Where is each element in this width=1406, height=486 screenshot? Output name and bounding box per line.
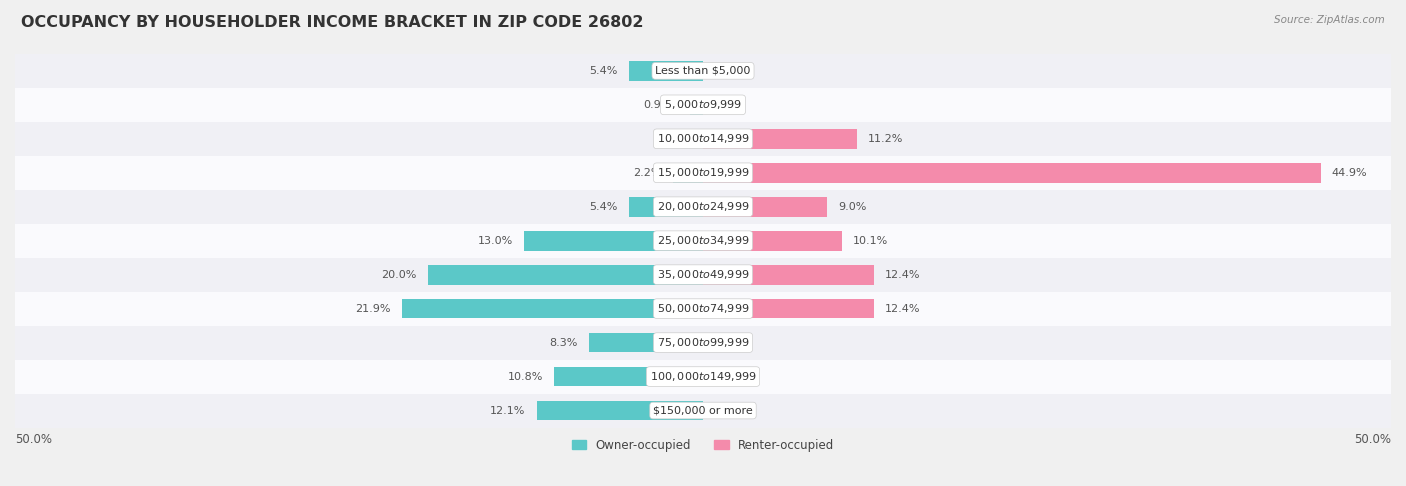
Text: 5.4%: 5.4% (589, 66, 617, 76)
Legend: Owner-occupied, Renter-occupied: Owner-occupied, Renter-occupied (572, 438, 834, 451)
Text: 0.95%: 0.95% (644, 100, 679, 110)
Bar (427, 265, 703, 284)
Text: 5.4%: 5.4% (589, 202, 617, 212)
Bar (15, 122, 1391, 156)
Bar (15, 292, 1391, 326)
Bar (628, 61, 703, 81)
Bar (672, 163, 703, 183)
Text: $50,000 to $74,999: $50,000 to $74,999 (657, 302, 749, 315)
Text: 0.0%: 0.0% (714, 338, 742, 347)
Text: 0.0%: 0.0% (714, 405, 742, 416)
Bar (15, 54, 1391, 88)
Text: 10.1%: 10.1% (853, 236, 889, 246)
Text: 50.0%: 50.0% (1354, 433, 1391, 446)
Text: 12.1%: 12.1% (491, 405, 526, 416)
Bar (15, 88, 1391, 122)
Text: 13.0%: 13.0% (478, 236, 513, 246)
Bar (628, 197, 703, 217)
Text: Source: ZipAtlas.com: Source: ZipAtlas.com (1274, 15, 1385, 25)
Bar (703, 231, 842, 251)
Bar (15, 190, 1391, 224)
Bar (15, 258, 1391, 292)
Bar (703, 197, 827, 217)
Bar (703, 129, 858, 149)
Bar (15, 394, 1391, 428)
Text: $5,000 to $9,999: $5,000 to $9,999 (664, 98, 742, 111)
Text: 21.9%: 21.9% (356, 304, 391, 313)
Text: OCCUPANCY BY HOUSEHOLDER INCOME BRACKET IN ZIP CODE 26802: OCCUPANCY BY HOUSEHOLDER INCOME BRACKET … (21, 15, 644, 30)
Bar (402, 299, 703, 318)
Text: 8.3%: 8.3% (550, 338, 578, 347)
Text: 2.2%: 2.2% (633, 168, 662, 178)
Text: $35,000 to $49,999: $35,000 to $49,999 (657, 268, 749, 281)
Text: $25,000 to $34,999: $25,000 to $34,999 (657, 234, 749, 247)
Text: 12.4%: 12.4% (884, 270, 920, 279)
Bar (15, 360, 1391, 394)
Text: 50.0%: 50.0% (15, 433, 52, 446)
Bar (15, 224, 1391, 258)
Bar (589, 333, 703, 352)
Bar (690, 95, 703, 115)
Text: $150,000 or more: $150,000 or more (654, 405, 752, 416)
Text: $75,000 to $99,999: $75,000 to $99,999 (657, 336, 749, 349)
Text: 0.0%: 0.0% (714, 372, 742, 382)
Text: $100,000 to $149,999: $100,000 to $149,999 (650, 370, 756, 383)
Bar (703, 299, 873, 318)
Text: 0.0%: 0.0% (714, 66, 742, 76)
Bar (554, 367, 703, 386)
Bar (537, 400, 703, 420)
Text: 44.9%: 44.9% (1331, 168, 1368, 178)
Bar (524, 231, 703, 251)
Text: 10.8%: 10.8% (508, 372, 543, 382)
Text: $10,000 to $14,999: $10,000 to $14,999 (657, 132, 749, 145)
Bar (15, 156, 1391, 190)
Bar (703, 265, 873, 284)
Bar (703, 163, 1320, 183)
Text: 12.4%: 12.4% (884, 304, 920, 313)
Text: 0.0%: 0.0% (714, 100, 742, 110)
Text: 0.0%: 0.0% (664, 134, 692, 144)
Text: 9.0%: 9.0% (838, 202, 866, 212)
Text: $15,000 to $19,999: $15,000 to $19,999 (657, 166, 749, 179)
Text: Less than $5,000: Less than $5,000 (655, 66, 751, 76)
Text: $20,000 to $24,999: $20,000 to $24,999 (657, 200, 749, 213)
Text: 20.0%: 20.0% (381, 270, 416, 279)
Bar (15, 326, 1391, 360)
Text: 11.2%: 11.2% (868, 134, 904, 144)
